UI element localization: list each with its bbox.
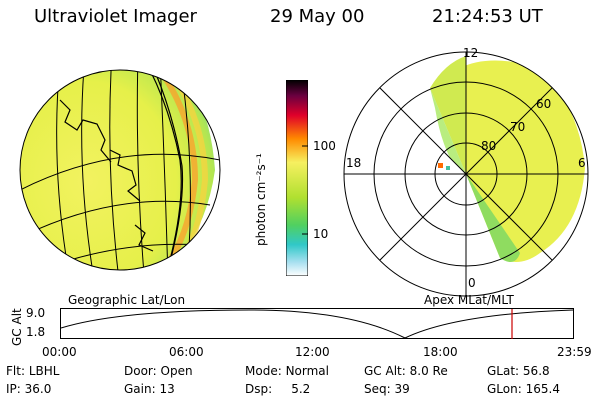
geographic-label: Geographic Lat/Lon [68,293,186,307]
gc-alt-field: GC Alt: 8.0 Re [364,364,448,378]
mlt-label-6: 6 [578,156,586,170]
time-label: 21:24:53 UT [432,6,543,27]
colorbar-unit-label: photon cm⁻²s⁻¹ [254,153,268,246]
gc-alt-axis-label: GC Alt [10,308,24,346]
date-label: 29 May 00 [270,6,365,27]
geographic-auroral-image [19,69,221,271]
gain-field: Gain: 13 [124,382,175,396]
seq-field: Seq: 39 [364,382,410,396]
polar-mlat-mlt-plot [343,51,589,297]
mlat-label-70: 70 [510,120,526,134]
mlt-label-12: 12 [463,46,479,60]
altitude-plot [60,308,574,339]
dsp-field: Dsp: 5.2 [245,382,311,396]
time-tick-0000: 00:00 [42,345,77,359]
time-tick-1800: 18:00 [423,345,458,359]
glon-field: GLon: 165.4 [487,382,560,396]
time-tick-1200: 12:00 [295,345,330,359]
time-tick-2359: 23:59 [557,345,592,359]
time-tick-0600: 06:00 [169,345,204,359]
mlat-label-60: 60 [536,97,552,111]
alt-tick-9: 9.0 [26,306,46,320]
filter-field: Flt: LBHL [6,364,60,378]
mlt-label-18: 18 [346,156,362,170]
intensity-colorbar [286,80,308,276]
mode-field: Mode: Normal [245,364,329,378]
door-field: Door: Open [124,364,193,378]
colorbar-tick-10: 10 [313,227,329,241]
colorbar-tick-100: 100 [313,139,336,153]
ip-field: IP: 36.0 [6,382,52,396]
mlt-label-0: 0 [468,276,476,290]
instrument-title: Ultraviolet Imager [34,6,197,27]
glat-field: GLat: 56.8 [487,364,550,378]
mlat-label-80: 80 [481,139,497,153]
apex-label: Apex MLat/MLT [424,293,514,307]
alt-tick-1-8: 1.8 [26,325,46,339]
